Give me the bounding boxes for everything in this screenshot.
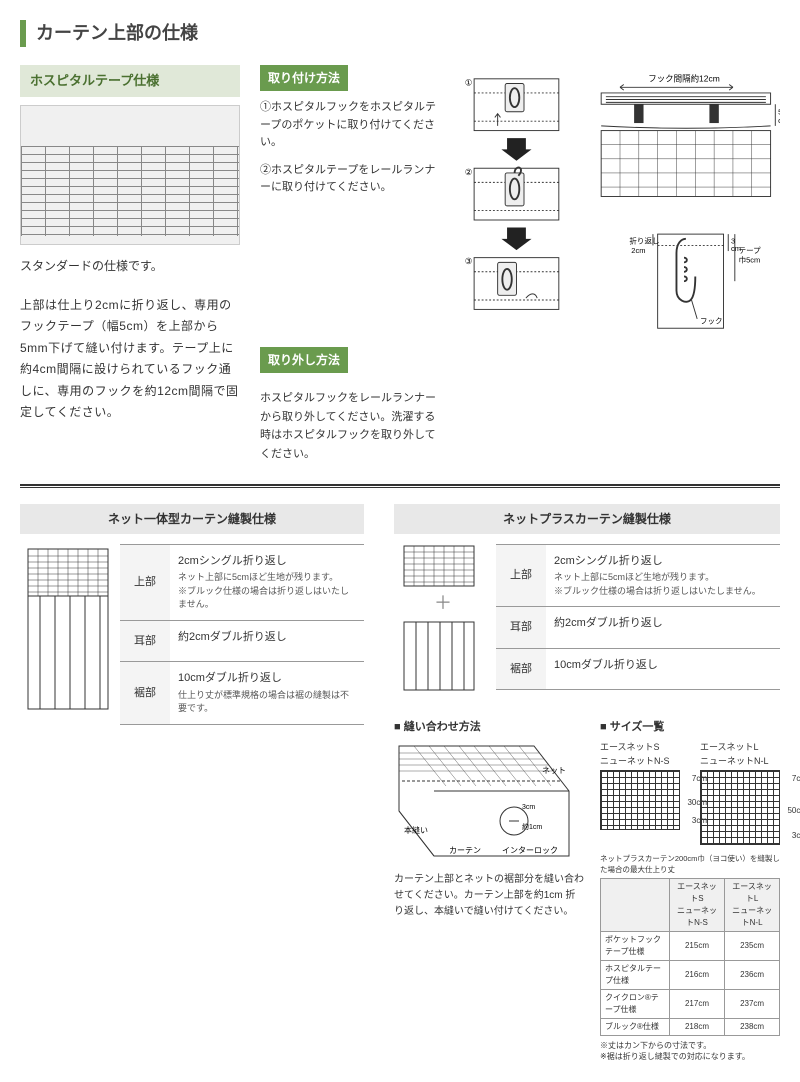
spec-row: 上部2cmシングル折り返しネット上部に5cmほど生地が残ります。 ※ブルック仕様… [120,544,364,621]
spec-label: 上部 [496,545,546,607]
spec-label: 裾部 [120,662,170,724]
svg-text:＋: ＋ [434,593,452,613]
spec-value: 約2cmダブル折り返し [170,621,364,662]
table-row: ポケットフックテープ仕様215cm235cm [601,931,780,960]
spec-row: 裾部10cmダブル折り返し [496,649,780,691]
top-section: ホスピタルテープ仕様 スタンダードの仕様です。 上部は仕上り2cmに折り返し、専… [20,65,780,464]
svg-text:フック間隔約12cm: フック間隔約12cm [648,74,720,84]
table-header [601,878,670,931]
spec-label: 耳部 [496,607,546,648]
bottom-section: ネット一体型カーテン縫製仕様 上部2cmシングル折り返しネット上部に5cmほど生… [20,504,780,1062]
size-table: エースネットS ニューネットN-SエースネットL ニューネットN-Lポケットフッ… [600,878,780,1036]
size-list-section: ■ サイズ一覧 エースネットS ニューネットN-S 7cm 30cm 3cm エ… [600,709,780,1062]
svg-text:折り返し: 折り返し [629,236,659,246]
svg-text:本縫い: 本縫い [404,825,428,835]
svg-text:3cm: 3cm [522,804,535,811]
spec-value: 10cmダブル折り返し [546,649,780,690]
spec-value: 約2cmダブル折り返し [546,607,780,648]
spec-value: 2cmシングル折り返しネット上部に5cmほど生地が残ります。 ※ブルック仕様の場… [170,545,364,620]
stitch-heading: ■ 縫い合わせ方法 [394,719,584,736]
svg-text:②: ② [465,167,473,177]
remove-text: ホスピタルフックをレールランナーから取り外してください。洗濯する時はホスピタルフ… [260,389,440,464]
svg-text:③: ③ [465,256,473,266]
size-table-caption: ネットプラスカーテン200cm巾（ヨコ使い）を縫製した場合の最大仕上り丈 [600,853,780,876]
page-title: カーテン上部の仕様 [20,20,780,47]
stitch-diagram: ネット 本縫い カーテン 3cm 約1cm インターロック [394,741,574,861]
svg-text:フック: フック [700,317,723,326]
svg-text:カーテン: カーテン [449,846,481,855]
spec-row: 裾部10cmダブル折り返し仕上り丈が標準規格の場合は裾の縫製は不要です。 [120,662,364,725]
svg-text:2cm: 2cm [631,246,645,255]
right-column: ① ② ③ [460,65,780,464]
stitch-text: カーテン上部とネットの裾部分を縫い合わせてください。カーテン上部を約1cm 折り… [394,872,584,920]
hospital-tape-photo [20,105,240,245]
svg-text:テープ: テープ [739,246,762,255]
install-step-2: ②ホスピタルテープをレールランナーに取り付けてください。 [260,162,440,197]
net-integrated-diagram [20,544,120,725]
install-steps: ①ホスピタルフックをホスピタルテープのポケットに取り付けてください。 ②ホスピタ… [260,99,440,197]
table-header: エースネットS ニューネットN-S [669,878,724,931]
table-row: ブルック®仕様218cm238cm [601,1018,780,1035]
spec-label: 裾部 [496,649,546,690]
spec-value: 2cmシングル折り返しネット上部に5cmほど生地が残ります。 ※ブルック仕様の場… [546,545,780,607]
svg-text:インターロック: インターロック [502,846,558,855]
photo-caption: スタンダードの仕様です。 [20,257,240,275]
svg-text:ネット: ネット [542,766,566,775]
svg-text:cm: cm [778,116,780,125]
table-row: クイクロン®テープ仕様217cm237cm [601,989,780,1018]
left-column: ホスピタルテープ仕様 スタンダードの仕様です。 上部は仕上り2cmに折り返し、専… [20,65,240,464]
table-header: エースネットL ニューネットN-L [725,878,780,931]
remove-heading: 取り外し方法 [260,347,348,373]
spec-row: 上部2cmシングル折り返しネット上部に5cmほど生地が残ります。 ※ブルック仕様… [496,544,780,608]
size-notes: ※丈はカン下からの寸法です。 ※裾は折り返し縫製での対応になります。 [600,1040,780,1062]
spec-label: 上部 [120,545,170,620]
svg-text:①: ① [465,77,473,87]
net-plus-heading: ネットプラスカーテン縫製仕様 [394,504,780,534]
table-row: ホスピタルテープ仕様216cm236cm [601,960,780,989]
hospital-tape-label: ホスピタルテープ仕様 [20,65,240,97]
net-integrated-section: ネット一体型カーテン縫製仕様 上部2cmシングル折り返しネット上部に5cmほど生… [20,504,364,1062]
install-heading: 取り付け方法 [260,65,348,91]
spec-value: 10cmダブル折り返し仕上り丈が標準規格の場合は裾の縫製は不要です。 [170,662,364,724]
svg-text:巾5cm: 巾5cm [739,254,761,264]
net-plus-section: ネットプラスカーテン縫製仕様 ＋ 上部2cmシングル折り返しネット上部に5c [394,504,780,1062]
install-diagram: ① ② ③ [460,65,780,375]
net-integrated-heading: ネット一体型カーテン縫製仕様 [20,504,364,534]
middle-column: 取り付け方法 ①ホスピタルフックをホスピタルテープのポケットに取り付けてください… [260,65,440,464]
size-box-s: エースネットS ニューネットN-S 7cm 30cm 3cm [600,741,680,845]
spec-label: 耳部 [120,621,170,662]
net-plus-table: 上部2cmシングル折り返しネット上部に5cmほど生地が残ります。 ※ブルック仕様… [496,544,780,699]
spec-row: 耳部約2cmダブル折り返し [120,621,364,663]
section-divider [20,484,780,488]
hospital-tape-description: 上部は仕上り2cmに折り返し、専用のフックテープ（幅5cm）を上部から5mm下げ… [20,295,240,425]
spec-row: 耳部約2cmダブル折り返し [496,607,780,649]
net-integrated-table: 上部2cmシングル折り返しネット上部に5cmほど生地が残ります。 ※ブルック仕様… [120,544,364,725]
stitch-section: ■ 縫い合わせ方法 ネット 本縫い カ [394,709,584,1062]
install-step-1: ①ホスピタルフックをホスピタルテープのポケットに取り付けてください。 [260,99,440,152]
size-list-heading: ■ サイズ一覧 [600,719,780,736]
net-plus-diagram: ＋ [394,544,484,699]
size-box-l: エースネットL ニューネットN-L 7cm 50cm 3cm [700,741,780,845]
svg-text:約1cm: 約1cm [522,822,542,831]
